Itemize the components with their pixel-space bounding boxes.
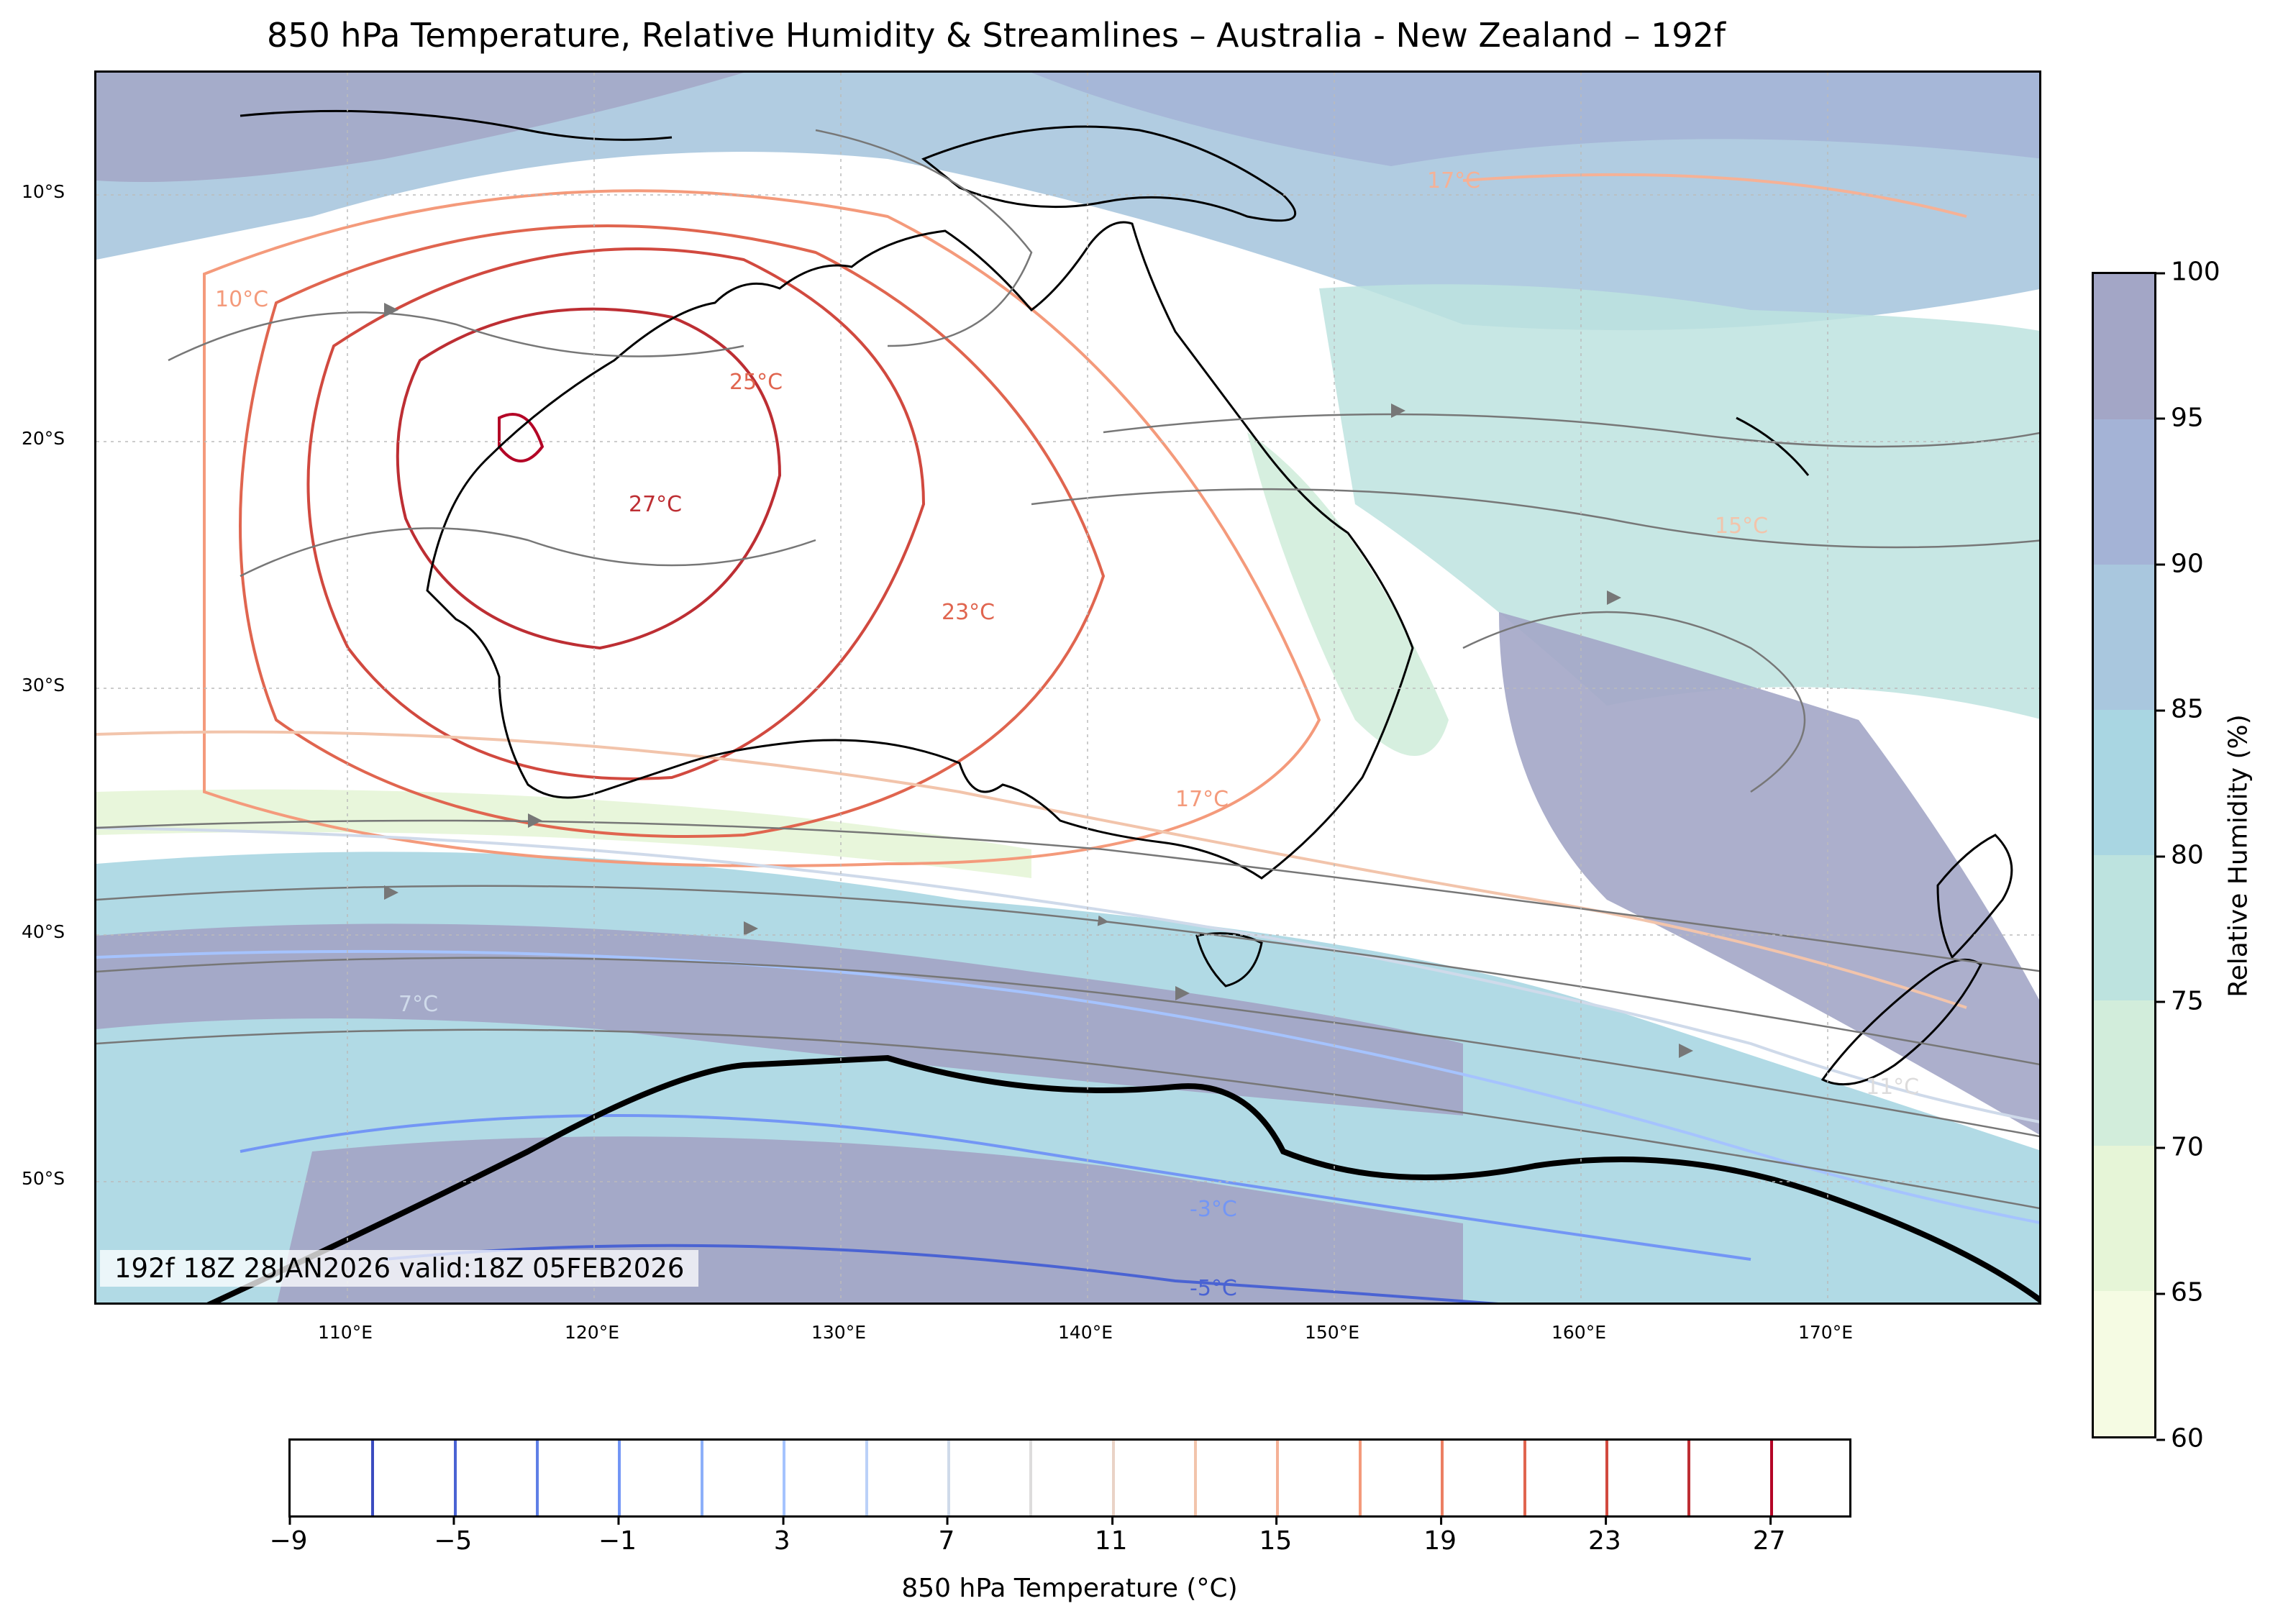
lat-label: 30°S — [22, 675, 65, 695]
temperature-colorbar-tick: 23 — [1587, 1518, 1621, 1556]
streamline-arrows — [384, 303, 1693, 1058]
temperature-colorbar-tick: −5 — [434, 1518, 473, 1556]
humidity-colorbar-segment — [2094, 855, 2154, 1000]
temperature-colorbar-tick: 19 — [1423, 1518, 1457, 1556]
temperature-level-line — [865, 1441, 868, 1515]
contour-label: -3°C — [1190, 1197, 1237, 1222]
lon-label: 120°E — [564, 1322, 620, 1343]
temperature-colorbar-tick: 15 — [1259, 1518, 1293, 1556]
lon-label: 170°E — [1797, 1322, 1854, 1343]
temperature-colorbar-tick: 3 — [773, 1518, 790, 1556]
temperature-colorbar-tick: 27 — [1752, 1518, 1786, 1556]
contour-label: 15°C — [1715, 514, 1768, 539]
contour-label: 17°C — [1175, 787, 1229, 812]
temperature-level-line — [1194, 1441, 1198, 1515]
new-guinea-coastline — [921, 125, 1297, 222]
temperature-level-line — [371, 1441, 375, 1515]
ice-edge-line — [206, 1054, 2039, 1303]
humidity-colorbar-tick: 60 — [2156, 1424, 2204, 1454]
lat-label: 50°S — [22, 1168, 65, 1189]
humidity-colorbar-segment — [2094, 1000, 2154, 1146]
temperature-colorbar — [288, 1438, 1851, 1518]
map-title: 850 hPa Temperature, Relative Humidity &… — [267, 16, 1726, 55]
temperature-level-line — [1687, 1441, 1691, 1515]
nz-north-island — [1936, 834, 2013, 959]
humidity-colorbar-tick: 85 — [2156, 695, 2204, 724]
contour-label: 17°C — [1427, 168, 1480, 193]
humidity-colorbar-segment — [2094, 274, 2154, 419]
lon-label: 160°E — [1551, 1322, 1607, 1343]
humidity-colorbar-tick: 75 — [2156, 986, 2204, 1016]
contour-label: 11°C — [1866, 1075, 1919, 1100]
temperature-level-line — [1029, 1441, 1033, 1515]
indonesia-coastline — [240, 109, 673, 141]
streamlines — [96, 129, 2039, 1210]
humidity-colorbar-segment — [2094, 1291, 2154, 1436]
lat-label: 20°S — [22, 428, 65, 449]
temperature-level-line — [1605, 1441, 1608, 1515]
map-canvas: 10°C 25°C 27°C 23°C 17°C 7°C -3°C -5°C 1… — [96, 73, 2039, 1303]
contour-label: 23°C — [942, 600, 995, 625]
humidity-colorbar-label: Relative Humidity (%) — [2223, 714, 2254, 998]
humidity-colorbar-segment — [2094, 419, 2154, 565]
temperature-level-line — [1523, 1441, 1526, 1515]
lon-label: 130°E — [811, 1322, 867, 1343]
temperature-colorbar-tick: −9 — [269, 1518, 308, 1556]
temperature-contours — [96, 173, 2039, 1303]
temperature-colorbar-tick: −1 — [598, 1518, 637, 1556]
forecast-timestamp: 192f 18Z 28JAN2026 valid:18Z 05FEB2026 — [100, 1250, 699, 1287]
map-panel[interactable]: 10°C 25°C 27°C 23°C 17°C 7°C -3°C -5°C 1… — [94, 70, 2041, 1305]
lat-label: 10°S — [22, 181, 65, 202]
temperature-colorbar-label: 850 hPa Temperature (°C) — [901, 1574, 1238, 1603]
humidity-colorbar-tick: 65 — [2156, 1278, 2204, 1308]
temperature-level-line — [700, 1441, 703, 1515]
humidity-colorbar-tick: 80 — [2156, 841, 2204, 870]
temperature-level-line — [1441, 1441, 1444, 1515]
graticule — [96, 73, 2039, 1303]
temperature-level-line — [453, 1441, 457, 1515]
contour-label: 7°C — [398, 992, 438, 1017]
humidity-colorbar-tick: 90 — [2156, 549, 2204, 578]
australia-coastline — [426, 221, 1414, 880]
temperature-colorbar-tick: 7 — [938, 1518, 955, 1556]
lon-label: 140°E — [1057, 1322, 1113, 1343]
humidity-colorbar-segment — [2094, 1146, 2154, 1291]
tasmania-coastline — [1195, 932, 1263, 987]
lon-label: 110°E — [317, 1322, 373, 1343]
humidity-colorbar-tick: 95 — [2156, 403, 2204, 432]
humidity-colorbar — [2092, 272, 2156, 1438]
temperature-colorbar-tick: 11 — [1094, 1518, 1128, 1556]
temperature-level-line — [1276, 1441, 1280, 1515]
temperature-level-line — [1111, 1441, 1115, 1515]
humidity-colorbar-tick: 70 — [2156, 1132, 2204, 1162]
lat-label: 40°S — [22, 921, 65, 942]
contour-label: 27°C — [629, 492, 682, 517]
temperature-level-line — [1358, 1441, 1362, 1515]
temperature-level-line — [1769, 1441, 1773, 1515]
humidity-colorbar-tick: 100 — [2156, 257, 2220, 287]
humidity-colorbar-segment — [2094, 710, 2154, 855]
contour-label: 10°C — [215, 287, 268, 312]
contour-labels: 10°C 25°C 27°C 23°C 17°C 7°C -3°C -5°C 1… — [215, 168, 1919, 1301]
temperature-level-line — [783, 1441, 786, 1515]
temperature-level-line — [536, 1441, 539, 1515]
lon-label: 150°E — [1304, 1322, 1360, 1343]
contour-label: 25°C — [729, 370, 783, 395]
humidity-colorbar-segment — [2094, 565, 2154, 710]
temperature-level-line — [618, 1441, 621, 1515]
temperature-level-line — [947, 1441, 950, 1515]
contour-label: -5°C — [1190, 1276, 1237, 1301]
